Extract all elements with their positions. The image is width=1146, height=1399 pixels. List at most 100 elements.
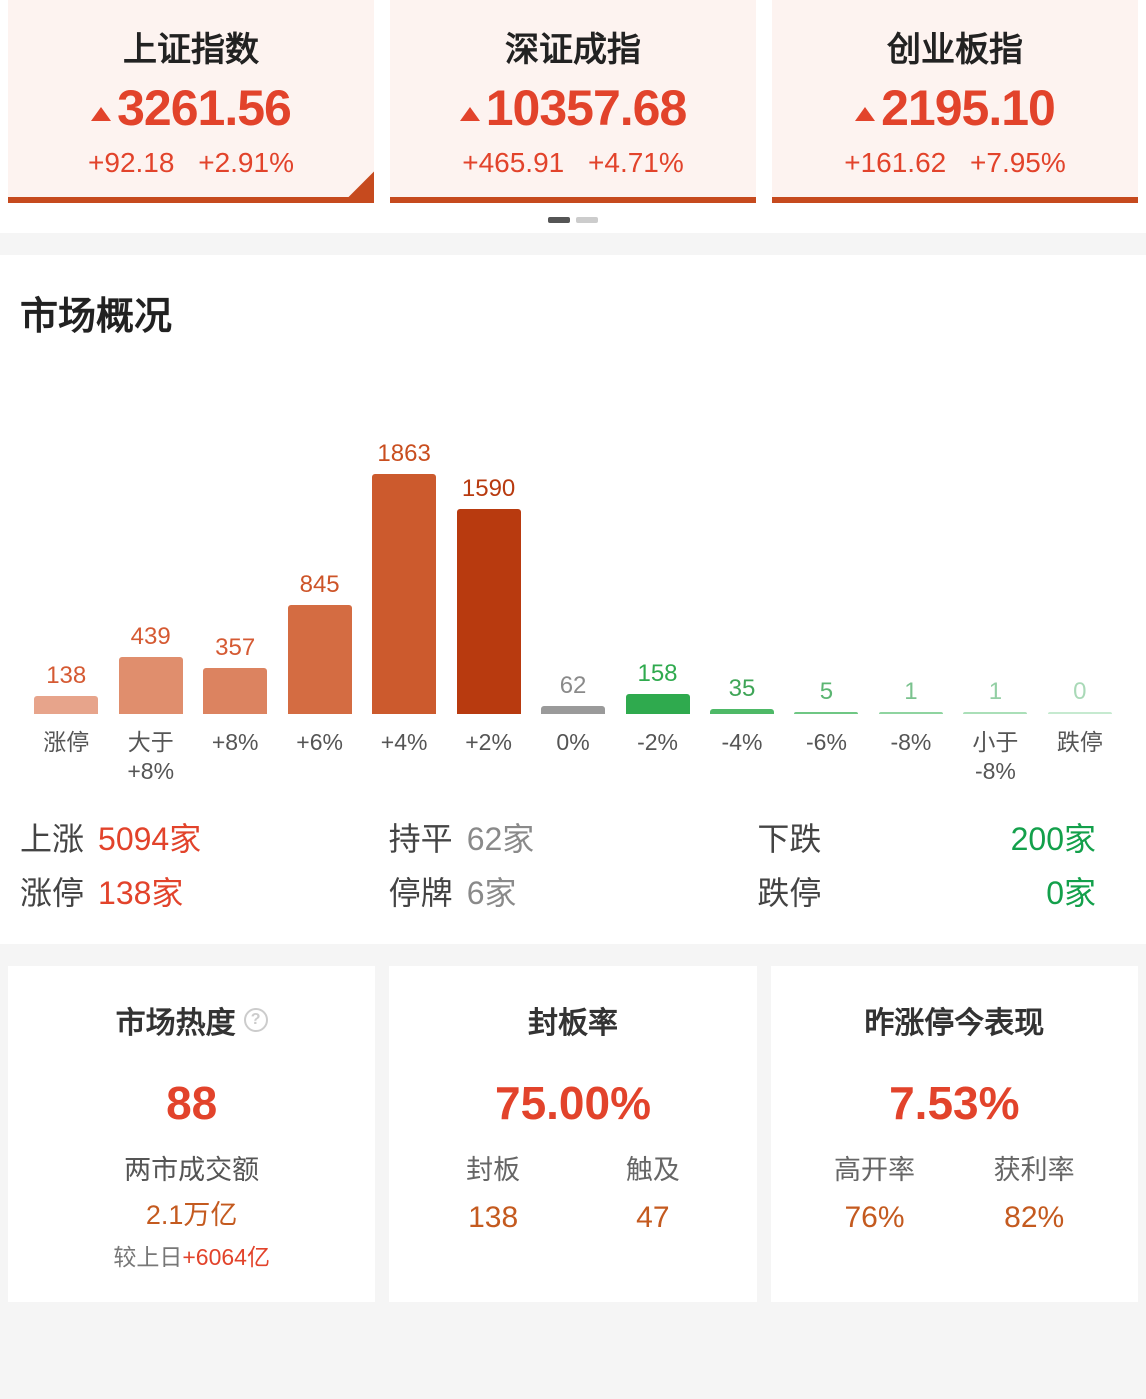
- stat-sub-delta: +6064亿: [182, 1244, 270, 1270]
- stat-big-value: 75.00%: [413, 1076, 732, 1130]
- stat-sub-prefix: 较上日: [113, 1244, 182, 1270]
- index-change-abs: +92.18: [88, 147, 174, 178]
- summary-rows: 上涨 5094家 持平 62家 下跌 200家 涨停 138家 停牌 6家 跌停: [20, 812, 1126, 921]
- index-pager: [0, 211, 1146, 233]
- summary-row: 上涨 5094家 持平 62家 下跌 200家: [20, 812, 1126, 866]
- summary-cell-suspended: 停牌 6家: [389, 866, 758, 920]
- triangle-up-icon: [91, 107, 111, 121]
- bar: [794, 712, 858, 714]
- summary-label: 停牌: [389, 866, 453, 920]
- pair-value: 138: [413, 1201, 573, 1235]
- summary-label: 下跌: [757, 812, 821, 866]
- index-name: 深证成指: [408, 22, 738, 71]
- bar: [34, 696, 98, 714]
- distribution-bar-chart: 1384393578451863159062158355110: [20, 374, 1126, 714]
- summary-value: 200家: [1011, 812, 1126, 866]
- summary-label: 持平: [389, 812, 453, 866]
- pair-label: 高开率: [795, 1148, 955, 1187]
- pager-dot[interactable]: [576, 217, 598, 223]
- bar-col: 439: [108, 374, 192, 714]
- stat-title: 昨涨停今表现: [795, 998, 1114, 1042]
- summary-cell-up: 上涨 5094家: [20, 812, 389, 866]
- stats-row: 市场热度 ? 88 两市成交额 2.1万亿 较上日+6064亿 封板率 75.0…: [0, 966, 1146, 1302]
- bar-value-label: 1: [904, 678, 917, 706]
- help-icon[interactable]: ?: [244, 1008, 268, 1032]
- pager-dot[interactable]: [548, 217, 570, 223]
- summary-cell-limit-up: 涨停 138家: [20, 866, 389, 920]
- stat-card-seal[interactable]: 封板率 75.00% 封板 138 触及 47: [389, 966, 756, 1302]
- stat-pair: 封板 138 触及 47: [413, 1148, 732, 1235]
- summary-value: 6家: [467, 866, 517, 920]
- index-card-sz[interactable]: 深证成指 10357.68 +465.91 +4.71%: [390, 0, 756, 203]
- summary-value: 0家: [1046, 866, 1126, 920]
- bar: [119, 657, 183, 714]
- summary-value: 62家: [467, 812, 535, 866]
- index-change-pct: +4.71%: [588, 147, 684, 178]
- triangle-up-icon: [460, 107, 480, 121]
- index-value: 2195.10: [881, 79, 1055, 137]
- stat-title-text: 昨涨停今表现: [864, 998, 1044, 1042]
- stat-card-heat[interactable]: 市场热度 ? 88 两市成交额 2.1万亿 较上日+6064亿: [8, 966, 375, 1302]
- stat-title: 市场热度 ?: [32, 998, 351, 1042]
- bar-col: 138: [24, 374, 108, 714]
- bar-col: 357: [193, 374, 277, 714]
- index-card-cyb[interactable]: 创业板指 2195.10 +161.62 +7.95%: [772, 0, 1138, 203]
- stat-card-yesterday[interactable]: 昨涨停今表现 7.53% 高开率 76% 获利率 82%: [771, 966, 1138, 1302]
- bar: [288, 605, 352, 714]
- summary-value: 5094家: [98, 812, 201, 866]
- stat-sub-small: 较上日+6064亿: [32, 1238, 351, 1272]
- market-overview-section: 市场概况 1384393578451863159062158355110 涨停大…: [0, 255, 1146, 944]
- bar-value-label: 0: [1073, 678, 1086, 706]
- summary-label: 上涨: [20, 812, 84, 866]
- index-change: +92.18 +2.91%: [26, 147, 356, 179]
- summary-cell-down: 下跌 200家: [757, 812, 1126, 866]
- stat-sub-label: 两市成交额: [32, 1148, 351, 1187]
- stat-big-value: 88: [32, 1076, 351, 1130]
- index-change-abs: +161.62: [844, 147, 946, 178]
- section-title: 市场概况: [20, 285, 1126, 340]
- bar-value-label: 1: [989, 678, 1002, 706]
- summary-row: 涨停 138家 停牌 6家 跌停 0家: [20, 866, 1126, 920]
- index-value-row: 3261.56: [26, 79, 356, 137]
- index-change-abs: +465.91: [462, 147, 564, 178]
- pair-value: 47: [573, 1201, 733, 1235]
- bar-col: 62: [531, 374, 615, 714]
- index-name: 创业板指: [790, 22, 1120, 71]
- index-cards-row: 上证指数 3261.56 +92.18 +2.91% 深证成指 10357.68…: [0, 0, 1146, 211]
- bar: [203, 668, 267, 714]
- x-axis-label: +6%: [277, 728, 361, 786]
- bar: [963, 712, 1027, 714]
- x-axis-label: 大于+8%: [108, 728, 192, 786]
- bar: [1048, 712, 1112, 714]
- bar: [710, 709, 774, 714]
- section-gap: [0, 944, 1146, 966]
- bar-value-label: 439: [131, 623, 171, 651]
- bar-col: 158: [615, 374, 699, 714]
- pair-value: 82%: [954, 1201, 1114, 1235]
- summary-label: 跌停: [757, 866, 821, 920]
- bar: [626, 694, 690, 714]
- bar-value-label: 1590: [462, 475, 515, 503]
- index-value-row: 2195.10: [790, 79, 1120, 137]
- bar-col: 1: [869, 374, 953, 714]
- x-axis-label: 涨停: [24, 728, 108, 786]
- index-value: 3261.56: [117, 79, 291, 137]
- x-axis-label: 小于-8%: [953, 728, 1037, 786]
- pair-label: 获利率: [954, 1148, 1114, 1187]
- x-axis-label: 跌停: [1038, 728, 1122, 786]
- index-card-sh[interactable]: 上证指数 3261.56 +92.18 +2.91%: [8, 0, 374, 203]
- stat-pair: 高开率 76% 获利率 82%: [795, 1148, 1114, 1235]
- index-value-row: 10357.68: [408, 79, 738, 137]
- bar-col: 0: [1038, 374, 1122, 714]
- bar: [879, 712, 943, 714]
- bar-value-label: 35: [729, 675, 756, 703]
- chart-x-axis: 涨停大于+8%+8%+6%+4%+2%0%-2%-4%-6%-8%小于-8%跌停: [20, 714, 1126, 786]
- index-value: 10357.68: [486, 79, 687, 137]
- pair-value: 76%: [795, 1201, 955, 1235]
- index-name: 上证指数: [26, 22, 356, 71]
- x-axis-label: +2%: [446, 728, 530, 786]
- bar: [541, 706, 605, 714]
- index-change: +465.91 +4.71%: [408, 147, 738, 179]
- triangle-up-icon: [855, 107, 875, 121]
- x-axis-label: -4%: [700, 728, 784, 786]
